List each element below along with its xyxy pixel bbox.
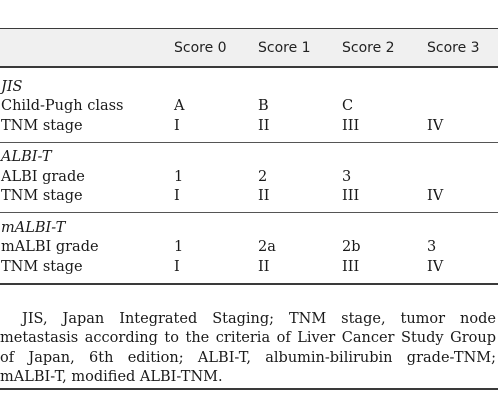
table-header-row	[0, 29, 498, 66]
table-cell: 1	[174, 239, 184, 255]
table-footnote: JIS, Japan Integrated Staging; TNM stage…	[0, 310, 496, 386]
table-cell: B	[258, 98, 269, 114]
table-cell: II	[258, 188, 270, 204]
table-cell: 3	[427, 239, 437, 255]
table-cell: 2b	[342, 239, 361, 255]
table-cell: III	[342, 118, 360, 134]
table-cell: I	[174, 259, 180, 275]
row-label: TNM stage	[1, 259, 83, 275]
table-cell: 2	[258, 169, 268, 185]
section-divider	[0, 212, 498, 213]
section-title-jis: JIS	[1, 79, 23, 95]
table-cell: III	[342, 259, 360, 275]
row-label: ALBI grade	[1, 169, 85, 185]
section-divider	[0, 142, 498, 143]
column-header-score-1: Score 1	[258, 40, 311, 56]
table-cell: I	[174, 118, 180, 134]
column-header-score-3: Score 3	[427, 40, 480, 56]
column-header-score-0: Score 0	[174, 40, 227, 56]
table-cell: IV	[427, 259, 444, 275]
row-label: mALBI grade	[1, 239, 99, 255]
table-cell: III	[342, 188, 360, 204]
table-cell: 3	[342, 169, 352, 185]
table-cell: A	[174, 98, 185, 114]
table-top-rule	[0, 28, 498, 30]
row-label: TNM stage	[1, 188, 83, 204]
row-label: Child-Pugh class	[1, 98, 124, 114]
column-header-score-2: Score 2	[342, 40, 395, 56]
table-cell: I	[174, 188, 180, 204]
table-body-bottom-rule	[0, 283, 498, 285]
table-cell: IV	[427, 188, 444, 204]
table-cell: II	[258, 259, 270, 275]
table-cell: II	[258, 118, 270, 134]
section-title-malbi-t: mALBI-T	[1, 220, 66, 236]
table-cell: C	[342, 98, 354, 114]
table-cell: 2a	[258, 239, 276, 255]
table-cell: IV	[427, 118, 444, 134]
row-label: TNM stage	[1, 118, 83, 134]
table-footnote-bottom-rule	[0, 388, 498, 390]
table-header-rule	[0, 66, 498, 68]
table-cell: 1	[174, 169, 184, 185]
section-title-albi-t: ALBI-T	[1, 149, 52, 165]
